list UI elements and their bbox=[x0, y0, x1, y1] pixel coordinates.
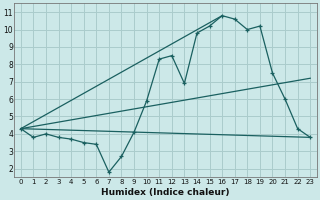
X-axis label: Humidex (Indice chaleur): Humidex (Indice chaleur) bbox=[101, 188, 230, 197]
